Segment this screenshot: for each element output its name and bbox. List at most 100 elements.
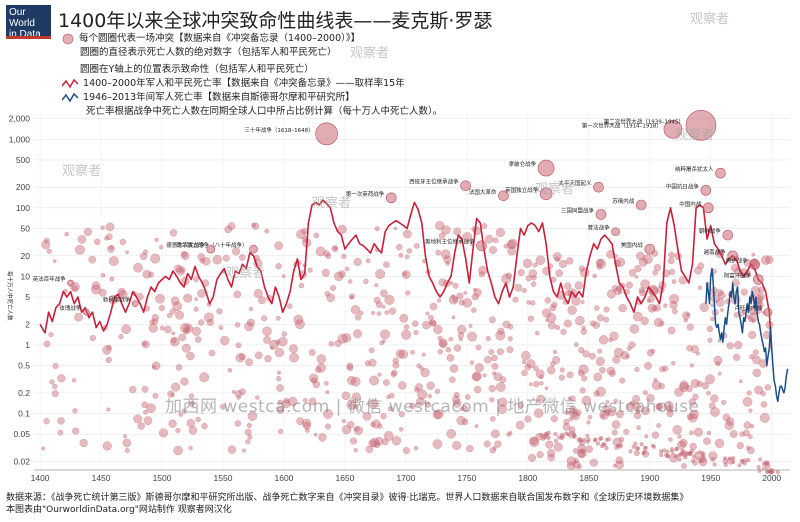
conflict-bubble xyxy=(566,371,574,379)
conflict-bubble xyxy=(473,287,477,292)
conflict-bubble xyxy=(380,329,391,340)
y-tick-label: 1 xyxy=(25,340,30,350)
conflict-bubble xyxy=(573,342,579,347)
conflict-bubble xyxy=(374,283,379,288)
conflict-bubble xyxy=(488,316,496,324)
conflict-bubble xyxy=(566,432,571,437)
conflict-bubble xyxy=(759,412,770,423)
conflict-bubble xyxy=(531,275,537,281)
conflict-bubble xyxy=(532,262,538,268)
conflict-bubble xyxy=(234,390,243,398)
y-tick-label: 0.5 xyxy=(18,361,30,371)
conflict-bubble xyxy=(201,422,208,430)
conflict-bubble xyxy=(141,401,149,409)
conflict-bubble xyxy=(748,408,753,413)
conflict-bubble xyxy=(656,423,662,428)
conflict-bubble xyxy=(246,422,252,429)
conflict-bubble xyxy=(180,377,189,386)
conflict-bubble-labeled xyxy=(498,190,509,202)
conflict-bubble xyxy=(309,373,319,383)
conflict-bubble xyxy=(216,308,223,315)
conflict-bubble xyxy=(491,354,498,362)
conflict-bubble-labeled xyxy=(539,187,553,201)
conflict-bubble xyxy=(647,295,655,303)
conflict-bubble xyxy=(199,372,210,383)
conflict-bubble xyxy=(628,269,636,277)
conflict-bubble xyxy=(703,437,711,445)
conflict-bubble xyxy=(395,349,405,359)
conflict-bubble xyxy=(690,458,695,463)
conflict-bubble xyxy=(194,297,199,302)
conflict-bubble-labeled xyxy=(593,181,604,193)
conflict-bubble xyxy=(571,411,580,421)
conflict-bubble xyxy=(347,279,353,284)
legend-circle-icon xyxy=(62,33,74,44)
conflict-bubble xyxy=(439,340,447,348)
conflict-bubble xyxy=(188,445,193,451)
conflict-bubble xyxy=(497,397,508,407)
conflict-bubble xyxy=(212,254,222,265)
conflict-bubble xyxy=(436,298,442,303)
conflict-bubble xyxy=(526,359,536,369)
conflict-bubble xyxy=(522,258,533,268)
annotation-label: 第二次世界大战（1939–1945） xyxy=(604,117,684,125)
conflict-bubble xyxy=(351,392,361,402)
conflict-bubble xyxy=(325,390,330,395)
conflict-bubble xyxy=(706,430,712,436)
conflict-bubble xyxy=(233,290,242,299)
conflict-bubble xyxy=(547,453,556,462)
x-tick-label: 1700 xyxy=(396,473,415,483)
conflict-bubble xyxy=(371,419,381,429)
conflict-bubble xyxy=(567,305,577,315)
conflict-bubble xyxy=(437,335,443,341)
x-tick-label: 1600 xyxy=(275,473,294,483)
annotation-label: 西班牙王位继承战争 xyxy=(409,178,459,186)
conflict-bubble xyxy=(453,227,462,236)
conflict-bubble xyxy=(713,355,723,365)
y-tick-label: 100 xyxy=(16,203,30,213)
conflict-bubble xyxy=(723,456,728,461)
conflict-bubble xyxy=(742,429,750,437)
legend-red-line-icon xyxy=(61,78,79,88)
x-tick-label: 1950 xyxy=(701,473,720,483)
conflict-bubble xyxy=(682,311,691,320)
conflict-bubble xyxy=(579,267,590,278)
conflict-bubble xyxy=(427,394,432,399)
conflict-bubble xyxy=(612,355,621,364)
conflict-bubble xyxy=(277,399,283,406)
conflict-bubble xyxy=(334,339,342,347)
conflict-bubble xyxy=(566,257,574,265)
conflict-bubble-labeled xyxy=(685,109,717,141)
axes: 2,000 1,000 500 200 100 50 20 10 5 2 1 0.5 0.2 0.1 0.0… xyxy=(6,114,790,483)
conflict-bubble xyxy=(683,455,688,460)
conflict-bubble xyxy=(392,361,400,369)
watermark: 观察者 xyxy=(312,196,352,211)
conflict-bubble xyxy=(674,387,684,397)
conflict-bubble xyxy=(743,421,752,429)
conflict-bubble xyxy=(390,371,397,378)
conflict-bubble xyxy=(592,273,597,279)
conflict-bubble xyxy=(606,366,616,376)
conflict-bubble xyxy=(595,386,606,397)
conflict-bubble xyxy=(572,434,577,439)
conflict-bubble xyxy=(275,262,282,270)
conflict-bubbles xyxy=(41,221,780,475)
conflict-bubble xyxy=(281,331,288,337)
conflict-bubble xyxy=(391,369,398,376)
conflict-bubble xyxy=(514,283,523,292)
conflict-bubble xyxy=(680,451,685,456)
annotation-label: 拿破仑战争 xyxy=(509,160,537,168)
conflict-bubble xyxy=(151,361,161,371)
conflict-bubble xyxy=(628,449,633,454)
conflict-bubble xyxy=(639,442,644,447)
conflict-bubble xyxy=(371,311,375,315)
conflict-bubble xyxy=(615,443,620,448)
conflict-bubble xyxy=(563,418,570,425)
conflict-bubble xyxy=(467,331,477,342)
conflict-bubble-labeled xyxy=(611,227,620,236)
conflict-bubble xyxy=(142,269,152,279)
conflict-bubble xyxy=(458,337,463,342)
conflict-bubble xyxy=(544,297,552,304)
conflict-bubble xyxy=(429,302,438,311)
conflict-bubble xyxy=(387,406,393,412)
